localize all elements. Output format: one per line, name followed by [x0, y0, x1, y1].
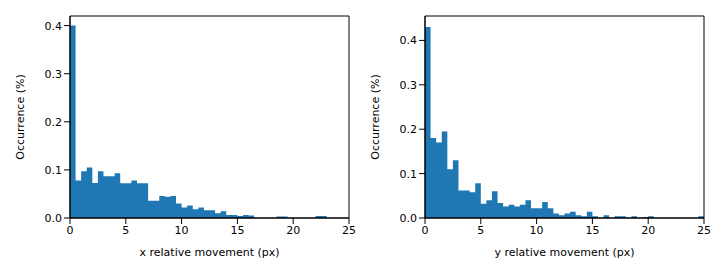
svg-text:0.0: 0.0: [400, 212, 418, 225]
svg-text:x relative movement (px): x relative movement (px): [139, 246, 279, 258]
svg-text:Occurrence (%): Occurrence (%): [14, 74, 27, 159]
svg-text:15: 15: [230, 224, 244, 237]
svg-text:0: 0: [67, 224, 74, 237]
svg-text:5: 5: [477, 224, 484, 237]
svg-text:20: 20: [641, 224, 655, 237]
svg-text:0.4: 0.4: [400, 34, 418, 47]
svg-text:y relative movement (px): y relative movement (px): [494, 246, 634, 258]
svg-text:0.2: 0.2: [400, 123, 418, 136]
svg-text:25: 25: [697, 224, 711, 237]
svg-text:0.1: 0.1: [45, 164, 63, 177]
svg-text:0.2: 0.2: [45, 116, 63, 129]
svg-text:5: 5: [122, 224, 129, 237]
svg-text:0: 0: [422, 224, 429, 237]
svg-text:25: 25: [342, 224, 356, 237]
svg-text:10: 10: [175, 224, 189, 237]
svg-text:20: 20: [286, 224, 300, 237]
svg-text:0.0: 0.0: [45, 212, 63, 225]
svg-text:15: 15: [585, 224, 599, 237]
svg-text:0.3: 0.3: [400, 79, 418, 92]
svg-text:0.4: 0.4: [45, 20, 63, 33]
svg-text:Occurrence (%): Occurrence (%): [369, 74, 382, 159]
svg-text:0.3: 0.3: [45, 68, 63, 81]
svg-text:0.1: 0.1: [400, 168, 418, 181]
svg-text:10: 10: [530, 224, 544, 237]
